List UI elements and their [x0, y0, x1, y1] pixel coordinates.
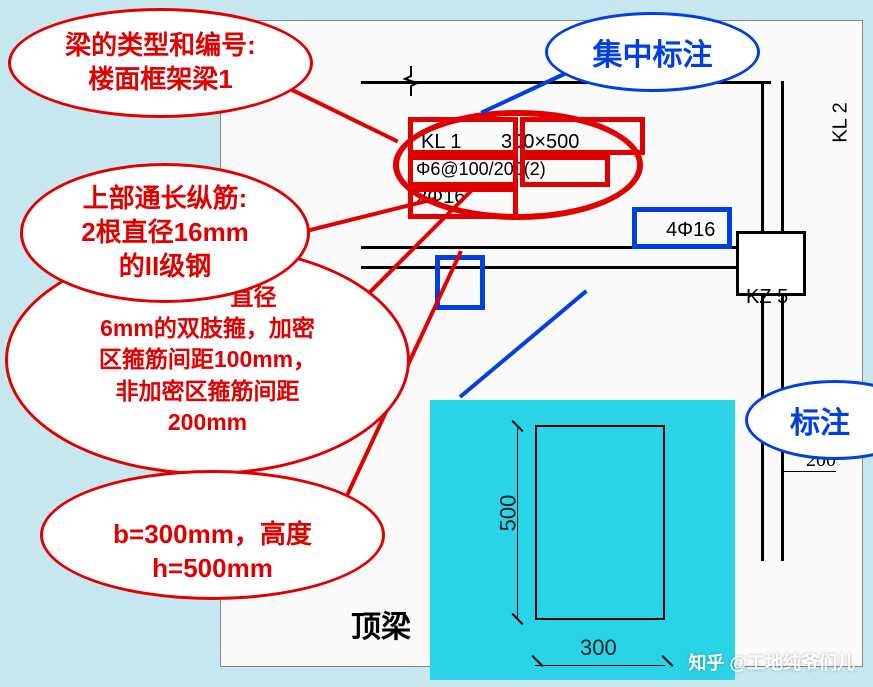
callout-text: 6mm的双肢箍，加密	[100, 315, 315, 341]
dim-line	[535, 665, 665, 666]
side-beam-label: KL 2	[830, 102, 853, 142]
callout-text: 2根直径16mm	[81, 217, 249, 247]
callout-text: h=500mm	[152, 553, 273, 583]
section-rect	[535, 425, 665, 620]
callout-top-rebar: 上部通长纵筋: 2根直径16mm 的II级钢	[20, 163, 310, 303]
break-symbol	[401, 66, 421, 96]
callout-text: 梁的类型和编号:	[65, 30, 256, 60]
callout-text: 非加密区箍筋间距	[116, 378, 300, 404]
dim-line	[517, 425, 518, 620]
beam-outline-line	[781, 81, 784, 561]
callout-text: 区箍筋间距100mm，	[99, 346, 316, 372]
marker-beam-code	[408, 117, 518, 155]
marker-support-bars	[632, 207, 732, 249]
callout-beam-type: 梁的类型和编号: 楼面框架梁1	[8, 8, 313, 118]
callout-section: XX b=300mm，高度 h=500mm	[40, 470, 385, 600]
callout-text: 200mm	[168, 409, 247, 435]
cross-section-panel: 500 300	[430, 400, 735, 680]
callout-text: b=300mm，高度	[113, 519, 312, 549]
beam-outline-line	[761, 81, 764, 561]
marker-blue-small	[435, 255, 485, 310]
callout-central-label: 集中标注	[545, 12, 760, 92]
callout-text: 集中标注	[593, 30, 713, 74]
callout-text: 的II级钢	[119, 251, 211, 281]
beam-outline-line	[361, 266, 761, 269]
section-width-dim: 300	[580, 635, 617, 661]
marker-stirrup	[408, 155, 518, 187]
column-label: KZ 5	[746, 286, 788, 309]
callout-text: 标注	[790, 398, 850, 442]
marker-beam-size	[520, 117, 645, 155]
watermark: 知乎 @工地纯爷们儿	[688, 649, 855, 675]
bottom-beam-label: 顶梁	[351, 602, 411, 646]
marker-stirrup2	[520, 155, 610, 187]
callout-text: 楼面框架梁1	[88, 64, 232, 94]
callout-text: 上部通长纵筋:	[83, 183, 248, 213]
